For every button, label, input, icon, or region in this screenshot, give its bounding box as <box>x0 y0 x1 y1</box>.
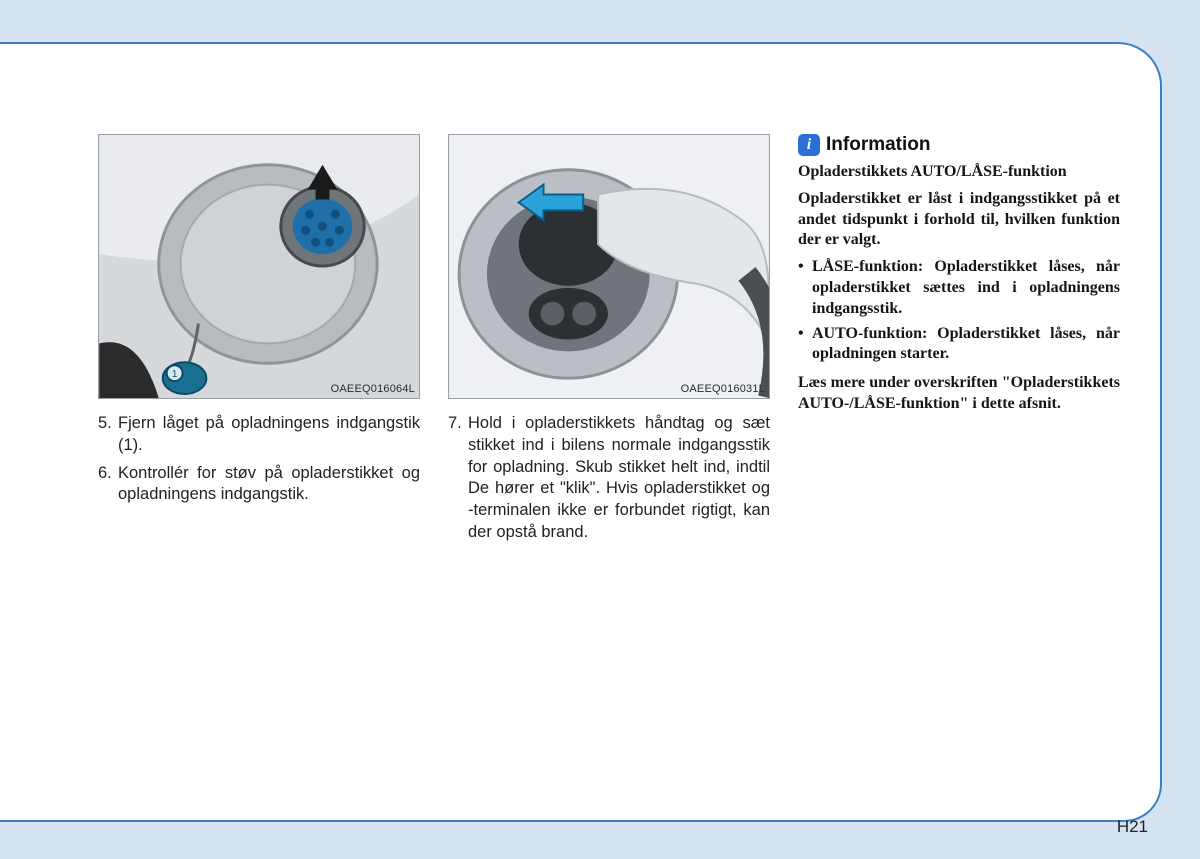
info-icon: i <box>798 134 820 156</box>
instruction-list-1: 5. Fjern låget på opladningens indgangst… <box>98 413 420 512</box>
list-item-text: Hold i opladerstikkets håndtag og sæt st… <box>468 413 770 544</box>
info-paragraph: Opladerstikket er låst i indgangsstikket… <box>798 189 1120 251</box>
instruction-list-2: 7. Hold i opladerstikkets håndtag og sæt… <box>448 413 770 550</box>
figure-caption-2: OAEEQ016031L <box>681 383 765 395</box>
info-body: Opladerstikkets AUTO/LÅSE-funktion Oplad… <box>798 162 1120 421</box>
list-item-number: 5. <box>98 413 118 457</box>
list-item: 6. Kontrollér for støv på opladerstikket… <box>98 463 420 507</box>
info-bullet-item: • LÅSE-funktion: Opladerstikket låses, n… <box>798 257 1120 319</box>
list-item: 7. Hold i opladerstikkets håndtag og sæt… <box>448 413 770 544</box>
figure-caption-1: OAEEQ016064L <box>331 383 415 395</box>
info-bullet-list: • LÅSE-funktion: Opladerstikket låses, n… <box>798 257 1120 365</box>
list-item-text: Kontrollér for støv på opladerstikket og… <box>118 463 420 507</box>
info-footer: Læs mere under overskriften "Opladerstik… <box>798 373 1120 415</box>
list-item: 5. Fjern låget på opladningens indgangst… <box>98 413 420 457</box>
charging-connector-illustration <box>449 135 769 398</box>
info-title: Information <box>826 134 931 156</box>
list-item-number: 7. <box>448 413 468 544</box>
info-bullet-item: • AUTO-funktion: Opladerstikket låses, n… <box>798 324 1120 366</box>
column-container: 1 OAEEQ016064L 5. Fjern låget på opladni… <box>98 134 1134 550</box>
info-heading: i Information <box>798 134 1120 156</box>
column-2: OAEEQ016031L 7. Hold i opladerstikkets h… <box>448 134 770 550</box>
page-number: H21 <box>1117 817 1148 837</box>
figure-charging-connector: OAEEQ016031L <box>448 134 770 399</box>
info-bullet-text: AUTO-funktion: Opladerstikket låses, når… <box>812 324 1120 366</box>
figure-charging-port-cap: 1 OAEEQ016064L <box>98 134 420 399</box>
bullet-marker: • <box>798 257 812 319</box>
figure-callout-number: 1 <box>172 369 178 380</box>
info-subtitle: Opladerstikkets AUTO/LÅSE-funktion <box>798 162 1120 183</box>
manual-page: 1 OAEEQ016064L 5. Fjern låget på opladni… <box>0 42 1162 822</box>
list-item-number: 6. <box>98 463 118 507</box>
info-bullet-text: LÅSE-funktion: Opladerstikket låses, når… <box>812 257 1120 319</box>
column-3: i Information Opladerstikkets AUTO/LÅSE-… <box>798 134 1120 550</box>
charging-port-cap-illustration: 1 <box>99 135 419 398</box>
column-1: 1 OAEEQ016064L 5. Fjern låget på opladni… <box>98 134 420 550</box>
list-item-text: Fjern låget på opladningens indgangstik … <box>118 413 420 457</box>
bullet-marker: • <box>798 324 812 366</box>
